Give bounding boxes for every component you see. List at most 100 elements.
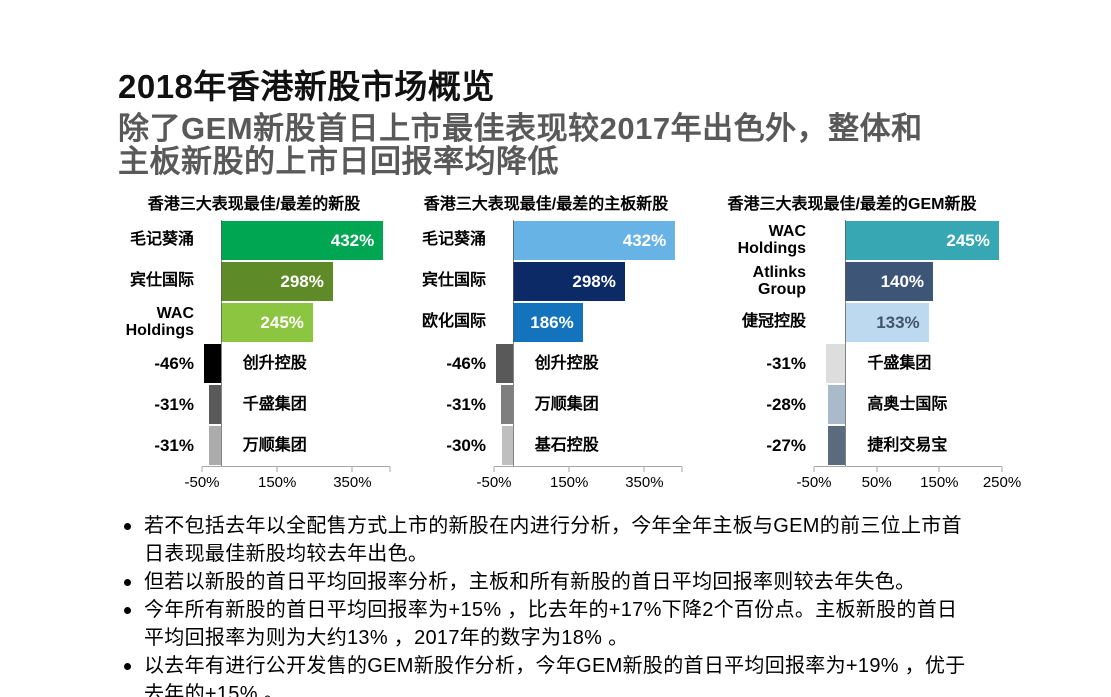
- bar-category-label: 创升控股: [534, 355, 599, 373]
- axis-tick: [389, 467, 391, 473]
- bar-row: -31% 千盛集团: [118, 384, 390, 426]
- bar: [495, 344, 513, 384]
- chart-plot: 毛记葵涌 432% 宾仕国际 298% 欧化国际 186% -46% 创升控股 -31% 万顺集团…: [410, 220, 682, 467]
- axis-tick-label: 50%: [861, 474, 892, 492]
- axis-tick-label: 250%: [982, 474, 1022, 492]
- x-axis-labels: -50% 50% 150% 250%: [796, 472, 1021, 492]
- axis-tick-label: 150%: [258, 474, 297, 492]
- bar-plot-area: 432%: [202, 220, 390, 262]
- bullet-text: 今年所有新股的首日平均回报率为+15% ，比去年的+17%下降2个百份点。主板新…: [144, 599, 958, 650]
- bar-row: -27% 捷利交易宝: [702, 425, 1002, 467]
- bar-plot-area: 432%: [494, 220, 682, 262]
- bar-value-label: -31%: [766, 353, 806, 373]
- bar-row: -28% 高奥士国际: [702, 384, 1002, 426]
- bar: 432%: [220, 221, 384, 261]
- bar: 245%: [220, 303, 313, 343]
- bar-row: -30% 基石控股: [410, 425, 682, 467]
- bar-plot-area: 创升控股: [494, 343, 682, 385]
- bar-plot-area: 高奥士国际: [814, 384, 1002, 426]
- bar: [209, 385, 221, 425]
- axis-tick-label: -50%: [796, 474, 832, 492]
- bar-category-label: 欧化国际: [421, 313, 486, 331]
- bar-row: -31% 万顺集团: [410, 384, 682, 426]
- summary-bullets: 若不包括去年以全配售方式上市的新股在内进行分析，今年全年主板与GEM的前三位上市…: [118, 512, 1091, 697]
- page-title: 2018年香港新股市场概览: [118, 68, 495, 105]
- axis-tick: [276, 467, 278, 473]
- bar-category-label: 毛记葵涌: [129, 231, 194, 249]
- bar-value-label: 432%: [330, 231, 375, 251]
- chart-title: 香港三大表现最佳/最差的GEM新股: [727, 196, 977, 214]
- bullet-item: 今年所有新股的首日平均回报率为+15% ，比去年的+17%下降2个百份点。主板新…: [118, 596, 974, 652]
- bullet-text: 但若以新股的首日平均回报率分析，主板和所有新股的首日平均回报率则较去年失色。: [144, 571, 916, 594]
- x-axis: [493, 466, 683, 473]
- bar-value-label: -31%: [154, 435, 194, 455]
- bar-row: 倢冠控股 133%: [702, 302, 1002, 344]
- bar-row: -46% 创升控股: [410, 343, 682, 385]
- bar-category-label: 倢冠控股: [741, 313, 806, 331]
- bar-category-label: 高奥士国际: [867, 396, 948, 414]
- axis-tick: [938, 467, 940, 473]
- bar-category-label: 千盛集团: [867, 355, 932, 373]
- bar: 432%: [512, 221, 676, 261]
- bar-value-label: -27%: [766, 435, 806, 455]
- bar-row: WAC Holdings 245%: [118, 302, 390, 344]
- bar-value-label: -31%: [446, 394, 486, 414]
- bar-value-label: 298%: [572, 272, 616, 292]
- bar-category-label: 宾仕国际: [129, 272, 194, 290]
- chart-best-worst-gem-ipos: 香港三大表现最佳/最差的GEM新股 WAC Holdings 245% Atlink…: [702, 194, 1022, 492]
- axis-tick: [681, 467, 683, 473]
- bar-category-label: 捷利交易宝: [867, 437, 948, 455]
- bar: [827, 385, 846, 425]
- bar-plot-area: 基石控股: [494, 425, 682, 467]
- bar-value-label: 245%: [260, 313, 304, 333]
- bar-plot-area: 创升控股: [202, 343, 390, 385]
- axis-tick: [876, 467, 878, 473]
- bar-row: 毛记葵涌 432%: [118, 220, 390, 262]
- bar-row: -31% 千盛集团: [702, 343, 1002, 385]
- bar-category-label: 宾仕国际: [421, 272, 486, 290]
- axis-tick: [1001, 467, 1003, 473]
- bar: [501, 426, 513, 466]
- bar-plot-area: 133%: [814, 302, 1002, 344]
- bar-row: 宾仕国际 298%: [410, 261, 682, 303]
- bar-plot-area: 298%: [494, 261, 682, 303]
- bar: [825, 344, 846, 384]
- axis-tick-label: 150%: [550, 474, 589, 492]
- bar-plot-area: 245%: [814, 220, 1002, 262]
- chart-title: 香港三大表现最佳/最差的新股: [147, 196, 361, 214]
- bar-row: Atlinks Group 140%: [702, 261, 1002, 303]
- bar-category-label: 毛记葵涌: [421, 231, 486, 249]
- bar-plot-area: 245%: [202, 302, 390, 344]
- bar: 133%: [845, 303, 929, 343]
- bar-plot-area: 298%: [202, 261, 390, 303]
- axis-tick-label: 350%: [625, 474, 664, 492]
- bullet-item: 若不包括去年以全配售方式上市的新股在内进行分析，今年全年主板与GEM的前三位上市…: [118, 512, 974, 568]
- bar-row: -31% 万顺集团: [118, 425, 390, 467]
- bar: 245%: [845, 221, 999, 261]
- page-subtitle: 除了GEM新股首日上市最佳表现较2017年出色外，整体和主板新股的上市日回报率均…: [118, 111, 923, 180]
- bar-value-label: 140%: [880, 272, 925, 292]
- bar-row: -46% 创升控股: [118, 343, 390, 385]
- bar-value-label: 186%: [530, 313, 574, 333]
- bar-category-label: WAC Holdings: [125, 305, 194, 339]
- bar-plot-area: 140%: [814, 261, 1002, 303]
- bar-category-label: 创升控股: [242, 355, 307, 373]
- bar-row: WAC Holdings 245%: [702, 220, 1002, 262]
- bullet-text: 若不包括去年以全配售方式上市的新股在内进行分析，今年全年主板与GEM的前三位上市…: [144, 515, 962, 566]
- axis-tick-label: -50%: [184, 474, 220, 492]
- bar-value-label: 245%: [946, 231, 990, 251]
- axis-tick: [813, 467, 815, 473]
- bar: 140%: [845, 262, 934, 302]
- bar-plot-area: 万顺集团: [202, 425, 390, 467]
- bar-value-label: -28%: [766, 394, 806, 414]
- bar: 298%: [512, 262, 625, 302]
- axis-tick: [643, 467, 645, 473]
- axis-tick: [201, 467, 203, 473]
- axis-tick: [351, 467, 353, 473]
- bullet-item: 以去年有进行公开发售的GEM新股作分析，今年GEM新股的首日平均回报率为+19%…: [118, 652, 974, 697]
- bar-plot-area: 千盛集团: [202, 384, 390, 426]
- bar-category-label: 基石控股: [534, 437, 599, 455]
- axis-tick-label: -50%: [476, 474, 512, 492]
- bullet-text: 以去年有进行公开发售的GEM新股作分析，今年GEM新股的首日平均回报率为+19%…: [144, 655, 966, 697]
